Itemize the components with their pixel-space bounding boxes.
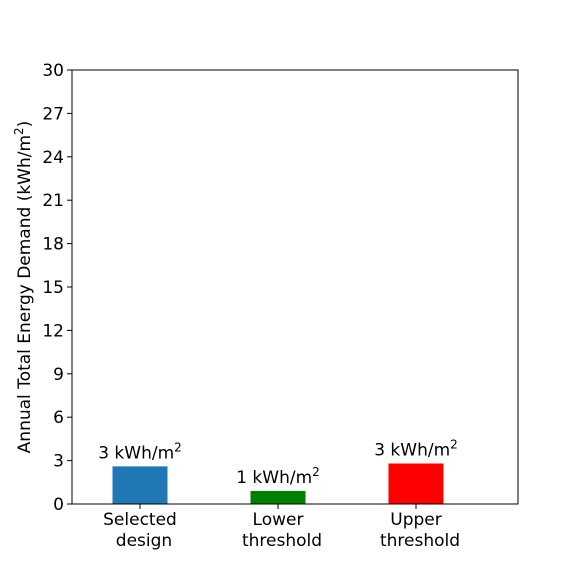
bar [112, 466, 168, 504]
bar-data-label: 3 kWh/m2 [374, 437, 458, 460]
y-tick-label: 0 [53, 495, 64, 515]
y-axis-title: Annual Total Energy Demand (kWh/m2) [12, 121, 35, 454]
y-tick-label: 30 [42, 61, 64, 81]
y-tick-label: 6 [53, 408, 64, 428]
y-tick-label: 21 [42, 191, 64, 211]
y-tick-label: 12 [42, 321, 64, 341]
x-axis-ticks: SelecteddesignLowerthresholdUpperthresho… [103, 504, 460, 551]
x-tick-label: Selected [103, 510, 177, 530]
bar [388, 463, 444, 504]
bar-data-label: 3 kWh/m2 [98, 440, 182, 463]
bar-data-label: 1 kWh/m2 [236, 465, 320, 488]
x-tick-label: threshold [380, 531, 460, 551]
x-tick-label: Upper [390, 510, 441, 530]
plot-frame [71, 69, 519, 505]
y-tick-label: 3 [53, 452, 64, 472]
bar [250, 490, 306, 504]
y-tick-label: 9 [53, 365, 64, 385]
y-tick-label: 27 [42, 104, 64, 124]
bar-data-labels: 3 kWh/m2 1 kWh/m2 3 kWh/m2 [98, 437, 458, 487]
y-tick-label: 15 [42, 278, 64, 298]
y-tick-label: 24 [42, 148, 64, 168]
x-tick-label: Lower [253, 510, 304, 530]
y-axis-ticks: 0 3 6 9 12 15 18 21 24 27 30 [42, 61, 72, 515]
bars [112, 463, 444, 504]
x-tick-label: threshold [242, 531, 322, 551]
y-tick-label: 18 [42, 235, 64, 255]
x-tick-label: design [116, 531, 172, 551]
